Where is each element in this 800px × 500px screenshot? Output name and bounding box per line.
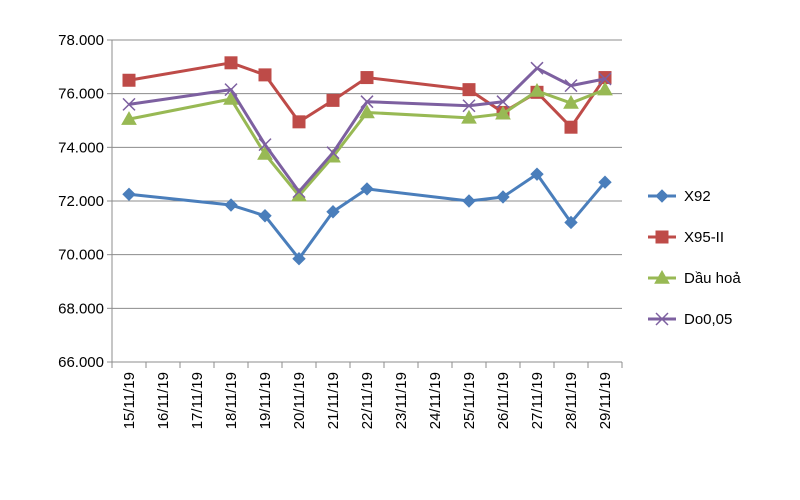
- y-tick-label: 74.000: [58, 139, 104, 156]
- data-point: [462, 83, 476, 97]
- x-tick-label: 23/11/19: [393, 372, 410, 429]
- data-point: [292, 251, 306, 266]
- data-point: [359, 104, 375, 119]
- data-point: [326, 93, 340, 107]
- legend-marker: [655, 230, 669, 244]
- legend-label: Dầu hoả: [684, 270, 741, 287]
- y-tick-label: 68.000: [58, 300, 104, 317]
- data-point: [224, 198, 238, 212]
- y-tick-label: 70.000: [58, 247, 104, 264]
- legend-label: Do0,05: [684, 311, 732, 328]
- x-marker-stroke: [564, 79, 578, 93]
- x-marker-stroke: [292, 185, 306, 199]
- x-tick-label: 29/11/19: [597, 372, 614, 429]
- legend-item: Dầu hoả: [648, 269, 741, 287]
- data-point: [292, 185, 306, 199]
- legend-marker: [655, 312, 669, 326]
- x-marker-stroke: [598, 72, 612, 86]
- data-point: [495, 105, 511, 120]
- series-group: [121, 56, 613, 266]
- x-tick-label: 17/11/19: [189, 372, 206, 429]
- data-point: [597, 81, 613, 96]
- data-point: [496, 95, 510, 109]
- y-tick-label: 66.000: [58, 354, 104, 371]
- data-point: [122, 97, 136, 111]
- data-point: [326, 205, 340, 219]
- data-point: [224, 56, 238, 70]
- x-tick-label: 15/11/19: [121, 372, 138, 429]
- data-point: [564, 120, 578, 134]
- data-point: [360, 95, 374, 109]
- x-tick-label: 22/11/19: [359, 372, 376, 429]
- legend-item: X95-II: [648, 229, 724, 246]
- data-point: [564, 79, 578, 93]
- x-marker-stroke: [530, 61, 544, 75]
- x-tick-label: 27/11/19: [529, 372, 546, 429]
- data-point: [258, 138, 272, 152]
- x-marker-stroke: [326, 146, 340, 160]
- data-point: [564, 215, 578, 230]
- x-tick-label: 25/11/19: [461, 372, 478, 429]
- legend-label: X95-II: [684, 229, 724, 246]
- data-point: [257, 146, 273, 160]
- x-marker-stroke: [462, 99, 476, 113]
- data-point: [496, 190, 510, 204]
- data-point: [292, 115, 306, 129]
- legend-item: Do0,05: [648, 311, 732, 328]
- series-do0-05: [122, 61, 612, 199]
- x-tick-label: 20/11/19: [291, 372, 308, 429]
- x-tick-label: 21/11/19: [325, 372, 342, 429]
- data-point: [258, 209, 272, 223]
- data-point: [122, 73, 136, 87]
- x-tick-label: 19/11/19: [257, 372, 274, 429]
- x-marker-stroke: [360, 95, 374, 109]
- data-point: [529, 82, 545, 97]
- x-marker-stroke: [496, 95, 510, 109]
- x-tick-label: 24/11/19: [427, 372, 444, 429]
- x-tick-label: 26/11/19: [495, 372, 512, 429]
- x-marker-stroke: [122, 97, 136, 111]
- data-point: [326, 146, 340, 160]
- legend-marker: [654, 269, 670, 284]
- x-tick-label: 18/11/19: [223, 372, 240, 429]
- data-point: [563, 95, 579, 109]
- x-tick-label: 28/11/19: [563, 372, 580, 429]
- data-point: [258, 68, 272, 82]
- legend-label: X92: [684, 188, 711, 205]
- x-marker-stroke: [655, 312, 669, 326]
- data-point: [598, 72, 612, 86]
- y-tick-label: 78.000: [58, 32, 104, 49]
- data-point: [530, 167, 544, 181]
- data-point: [462, 194, 476, 208]
- axes: 66.000 68.000 70.000 72.000 74.000 76.000 78.0…: [58, 32, 623, 429]
- legend-marker: [655, 189, 669, 203]
- data-point: [223, 91, 239, 105]
- data-point: [598, 175, 612, 189]
- data-point: [462, 99, 476, 113]
- data-point: [121, 111, 137, 125]
- x-tick-label: 16/11/19: [155, 372, 172, 429]
- x-marker-stroke: [224, 83, 238, 97]
- y-tick-label: 72.000: [58, 193, 104, 210]
- data-point: [122, 187, 136, 201]
- x-marker-stroke: [258, 138, 272, 152]
- data-point: [461, 109, 477, 124]
- y-tick-label: 76.000: [58, 86, 104, 103]
- data-point: [360, 71, 374, 85]
- data-point: [530, 61, 544, 75]
- data-point: [224, 83, 238, 97]
- series-x92: [122, 167, 612, 266]
- data-point: [360, 182, 374, 196]
- legend: X92 X95-II Dầu hoả Do0,05: [648, 188, 741, 328]
- legend-item: X92: [648, 188, 711, 205]
